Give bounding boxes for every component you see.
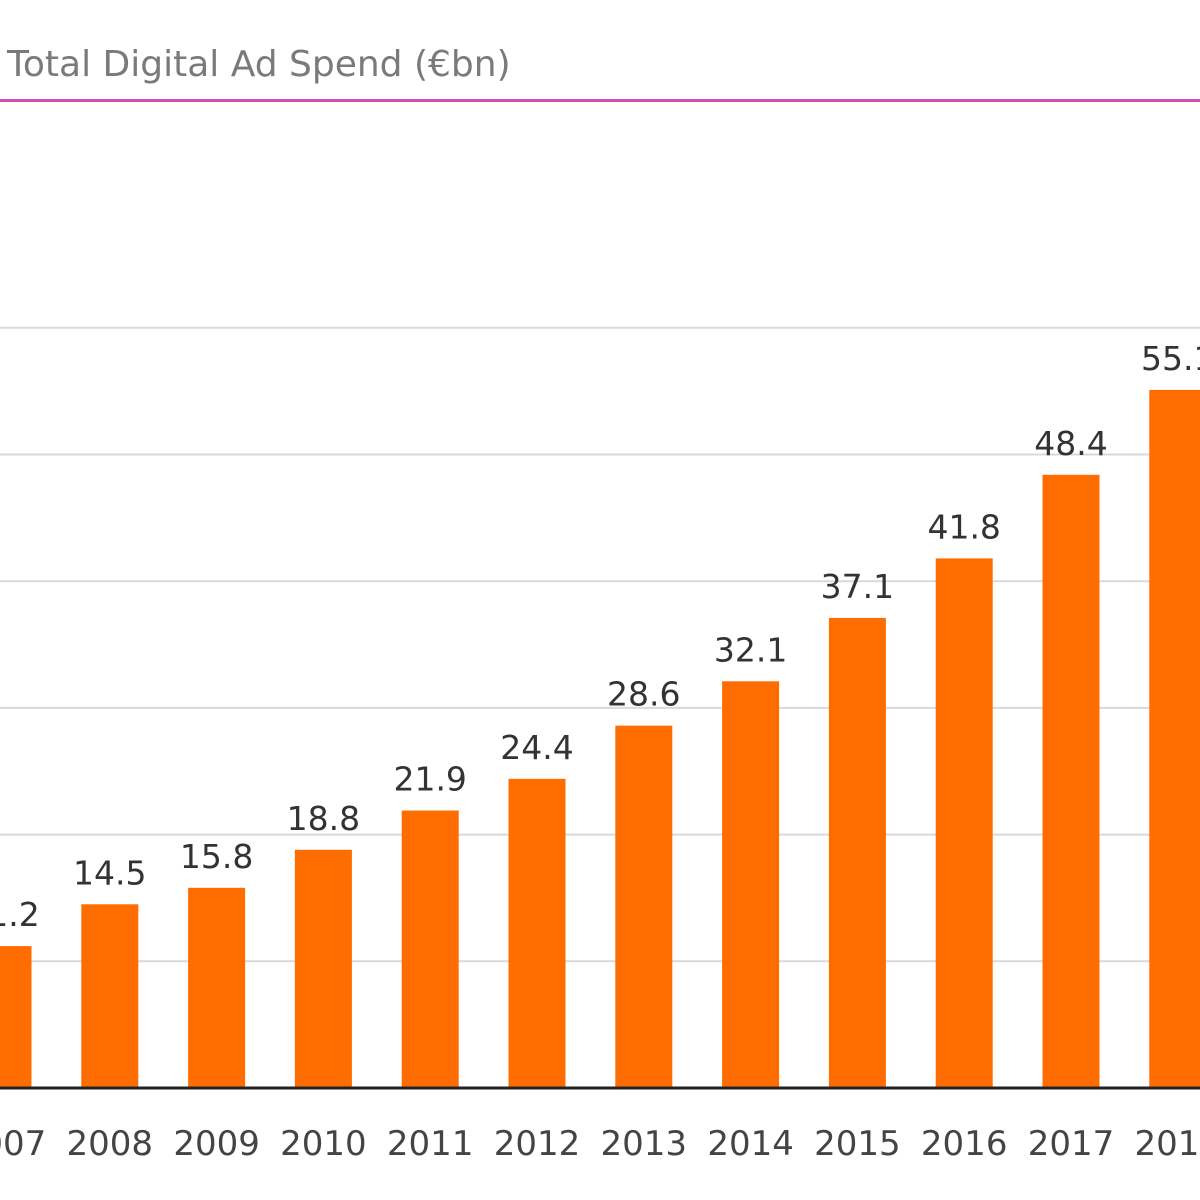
title-rule (0, 99, 1200, 102)
bar-2010 (294, 849, 352, 1088)
value-label-2017: 48.4 (1034, 424, 1107, 463)
x-tick-label-2016: 2016 (921, 1124, 1008, 1164)
value-label-2012: 24.4 (500, 728, 573, 767)
value-label-2018: 55.1 (1141, 339, 1200, 378)
x-tick-label-2012: 2012 (494, 1124, 581, 1164)
x-tick-label-2018: 2018 (1135, 1124, 1200, 1164)
bar-2012 (508, 778, 566, 1088)
bar-2014 (722, 681, 780, 1088)
chart-title: Total Digital Ad Spend (€bn) (7, 44, 511, 85)
bar-2007 (0, 946, 32, 1088)
value-label-2015: 37.1 (821, 567, 894, 606)
x-tick-label-2010: 2010 (280, 1124, 367, 1164)
value-label-2013: 28.6 (607, 675, 680, 714)
value-label-2016: 41.8 (927, 507, 1000, 546)
value-label-2008: 14.5 (73, 853, 146, 892)
bar-2011 (401, 810, 459, 1088)
x-tick-label-2008: 2008 (67, 1124, 154, 1164)
bars (0, 389, 1200, 1089)
value-label-2010: 18.8 (287, 799, 360, 838)
value-label-2009: 15.8 (180, 837, 253, 876)
x-tick-label-2017: 2017 (1028, 1124, 1115, 1164)
bar-2016 (935, 558, 993, 1088)
x-tick-label-2015: 2015 (814, 1124, 901, 1164)
x-tick-labels: 2007 2008 2009 2010 2011 2012 2013 2014 2015 2016… (0, 1124, 1200, 1164)
x-tick-label-2011: 2011 (387, 1124, 474, 1164)
value-labels: 11.2 14.5 15.8 18.8 21.9 24.4 28.6 32.1 37.1 41.8… (0, 339, 1200, 934)
x-tick-label-2009: 2009 (173, 1124, 260, 1164)
x-tick-label-2013: 2013 (601, 1124, 688, 1164)
value-label-2007: 11.2 (0, 895, 40, 934)
bar-2008 (81, 904, 139, 1088)
bar-2018 (1149, 389, 1200, 1088)
value-label-2011: 21.9 (393, 760, 466, 799)
bar-2009 (188, 887, 246, 1088)
grid-lines (0, 326, 1200, 963)
x-tick-label-2007: 2007 (0, 1124, 46, 1164)
value-label-2014: 32.1 (714, 630, 787, 669)
bar-2013 (615, 725, 673, 1088)
bar-2017 (1042, 474, 1100, 1089)
x-tick-label-2014: 2014 (707, 1124, 794, 1164)
bar-2015 (828, 617, 886, 1088)
